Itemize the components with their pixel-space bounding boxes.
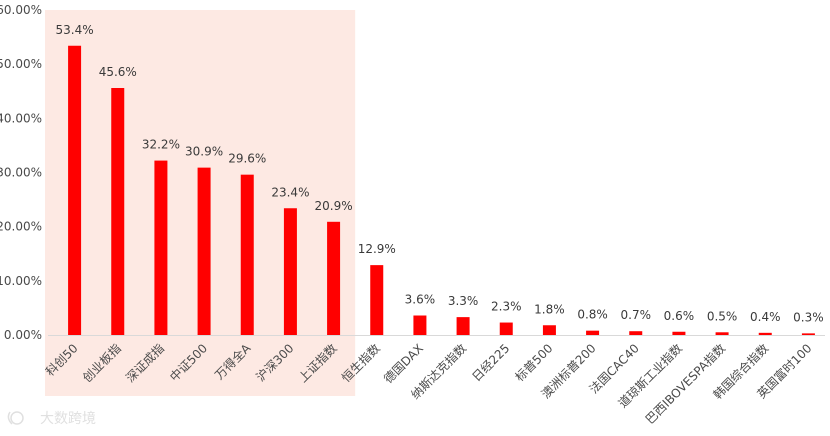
bar [542,325,556,335]
bar [240,174,254,335]
bar [283,208,297,335]
bar [715,332,729,335]
watermark-logo-icon [7,411,24,425]
data-label: 30.9% [185,145,223,159]
watermark-text: 大数跨境 [40,411,96,427]
y-tick-label: 10.00% [0,274,42,288]
data-label: 45.6% [99,65,137,79]
data-label: 0.8% [577,308,608,322]
y-tick-label: 40.00% [0,111,42,125]
data-label: 53.4% [56,23,94,37]
data-label: 0.5% [707,309,738,323]
x-tick-label: 日经225 [469,341,512,384]
data-label: 32.2% [142,138,180,152]
bar [758,332,772,335]
data-label: 29.6% [228,152,266,166]
bar [629,331,643,335]
bar [413,315,427,335]
bar [456,317,470,335]
bar [499,322,513,335]
bar [801,333,815,335]
data-label: 0.6% [664,309,695,323]
data-label: 12.9% [358,242,396,256]
bar [672,331,686,335]
data-label: 2.3% [491,300,522,314]
bar [68,45,82,335]
data-label: 0.4% [750,310,781,324]
watermark: 大数跨境 [7,411,96,427]
x-tick-label: 巴西IBOVESPA指数 [642,341,728,427]
bar [586,330,600,335]
y-tick-label: 50.00% [0,57,42,71]
data-label: 0.7% [621,308,652,322]
bar [154,160,168,335]
data-labels: 53.4% 45.6% 32.2% 30.9% 29.6% 23.4% 20.9% 12.9%… [56,23,824,325]
data-label: 3.6% [405,293,436,307]
x-tick-label: 德国DAX [380,341,426,387]
data-label: 3.3% [448,294,479,308]
data-label: 20.9% [315,199,353,213]
y-axis-ticks: 0.00% 10.00% 20.00% 30.00% 40.00% 50.00% 60.00… [0,3,42,342]
bar [327,221,341,335]
bar [197,167,211,335]
y-tick-label: 60.00% [0,3,42,17]
y-tick-label: 20.00% [0,220,42,234]
data-label: 23.4% [271,185,309,199]
bar [111,88,125,335]
y-tick-label: 0.00% [4,328,42,342]
bars [68,45,815,335]
data-label: 1.8% [534,302,565,316]
x-tick-label: 标普500 [512,341,555,384]
y-tick-label: 30.00% [0,166,42,180]
data-label: 0.3% [793,310,824,324]
bar [370,265,384,335]
